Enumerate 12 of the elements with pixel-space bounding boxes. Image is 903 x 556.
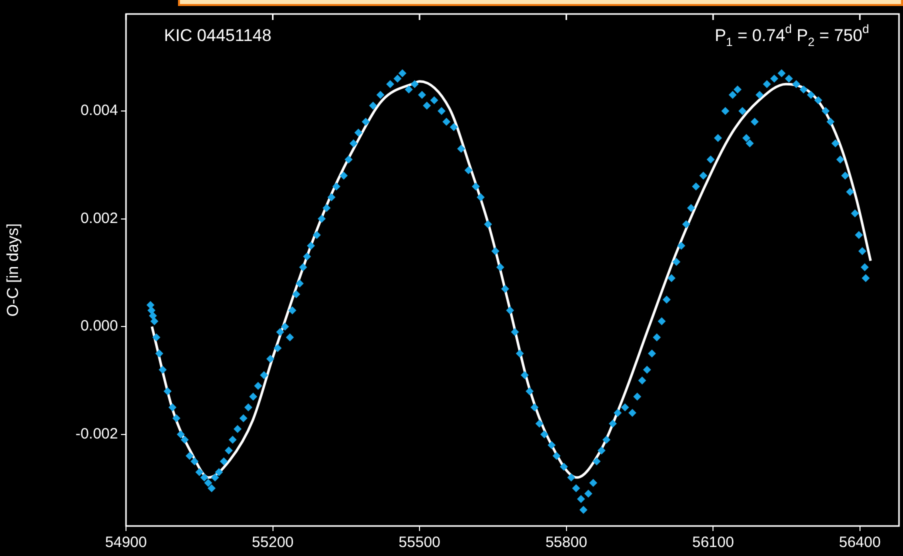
x-tick-label: 55800: [545, 534, 588, 552]
x-tick-label: 55200: [252, 534, 294, 552]
x-tick-label: 56400: [839, 534, 881, 552]
y-tick-label: -0.002: [75, 426, 118, 443]
x-tick-label: 56100: [692, 534, 734, 552]
y-tick-label: 0.004: [80, 102, 118, 120]
x-tick-label: 55500: [398, 534, 440, 552]
y-axis-title: O-C [in days]: [5, 223, 22, 317]
y-tick-label: 0.000: [80, 318, 118, 335]
y-tick-label: 0.002: [80, 210, 118, 227]
x-tick-label: 54900: [105, 534, 147, 552]
annotation: KIC 04451148: [164, 26, 272, 45]
